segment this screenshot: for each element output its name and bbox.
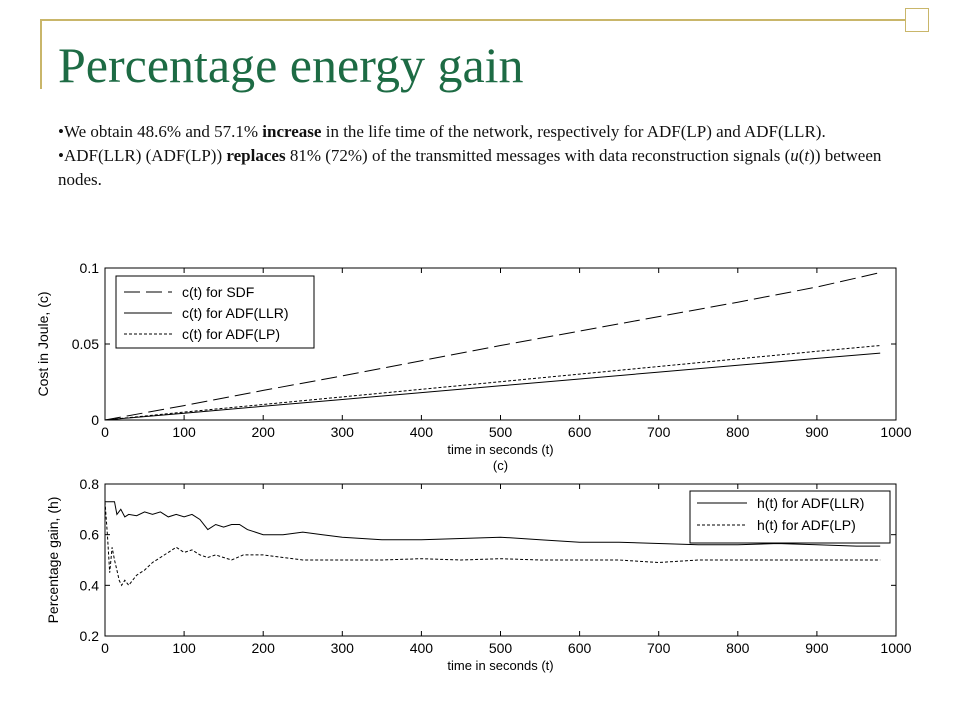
x-tick-label: 600 (568, 424, 592, 440)
legend-box (115, 275, 315, 349)
x-tick-label: 300 (331, 424, 355, 440)
legend-label-1: c(t) for SDF (182, 284, 254, 300)
x-tick-label: 800 (726, 424, 750, 440)
bullet-2-strong: replaces (226, 146, 286, 165)
bullet-2-tail: )) between nodes. (58, 146, 882, 189)
decor-corner-square (905, 8, 929, 32)
x-tick-label: 700 (647, 640, 671, 656)
x-tick-label: 200 (252, 640, 276, 656)
y-tick-label: 0.2 (80, 628, 100, 644)
series-line-1 (104, 272, 881, 421)
x-tick-label: 600 (568, 640, 592, 656)
bullet-list: •We obtain 48.6% and 57.1% increase in t… (58, 120, 903, 192)
x-tick-label: 400 (410, 640, 434, 656)
bullet-1-pre: We obtain 48.6% and 57.1% (63, 122, 263, 141)
series-line-2 (104, 501, 881, 587)
chart-title: (c) (493, 458, 508, 473)
bullet-1-marker: • (58, 122, 64, 141)
bullet-2-var-t: t (804, 146, 810, 165)
x-axis-label: time in seconds (t) (447, 658, 553, 673)
bullet-2-post: 81% (72%) of the transmitted messages wi… (285, 146, 791, 165)
x-tick-label: 0 (101, 640, 109, 656)
legend-box (689, 490, 891, 544)
y-tick-label: 0.8 (80, 476, 100, 492)
legend-label-2: c(t) for ADF(LLR) (182, 305, 289, 321)
y-axis-label: Percentage gain, (h) (45, 497, 61, 624)
y-tick-label: 0.05 (72, 336, 99, 352)
series-line-2 (104, 352, 881, 421)
series-line-1 (105, 501, 881, 547)
x-tick-label: 200 (252, 424, 276, 440)
x-tick-label: 800 (726, 640, 750, 656)
decor-left-line (40, 19, 42, 89)
bullet-1: •We obtain 48.6% and 57.1% increase in t… (58, 120, 903, 144)
x-axis-label: time in seconds (t) (447, 442, 553, 457)
x-tick-label: 1000 (880, 640, 911, 656)
bullet-1-strong: increase (262, 122, 322, 141)
decor-top-line (40, 19, 920, 21)
bullet-2-var-u: u (790, 146, 799, 165)
x-tick-label: 700 (647, 424, 671, 440)
y-tick-label: 0 (91, 412, 99, 428)
bullet-2-marker: • (58, 146, 64, 165)
legend-label-1: h(t) for ADF(LLR) (757, 495, 864, 511)
bullet-2-pre: ADF(LLR) (ADF(LP)) (63, 146, 227, 165)
bullet-2: •ADF(LLR) (ADF(LP)) replaces 81% (72%) o… (58, 144, 903, 192)
legend-label-2: h(t) for ADF(LP) (757, 517, 856, 533)
y-tick-label: 0.6 (80, 527, 100, 543)
x-tick-label: 100 (172, 424, 196, 440)
bullet-1-post: in the life time of the network, respect… (321, 122, 826, 141)
y-tick-label: 0.1 (80, 260, 100, 276)
x-tick-label: 100 (172, 640, 196, 656)
x-tick-label: 500 (489, 424, 513, 440)
y-axis-label: Cost in Joule, (c) (35, 291, 51, 396)
legend-label-3: c(t) for ADF(LP) (182, 326, 280, 342)
x-tick-label: 400 (410, 424, 434, 440)
x-tick-label: 300 (331, 640, 355, 656)
x-tick-label: 900 (805, 424, 829, 440)
chart-2: 0 100 200 300 400 500 600 700 800 900 1000 0.2 0.4 0.… (45, 458, 912, 673)
x-tick-label: 500 (489, 640, 513, 656)
x-tick-label: 900 (805, 640, 829, 656)
series-line-3 (104, 345, 881, 421)
slide-title: Percentage energy gain (58, 37, 524, 93)
x-tick-label: 0 (101, 424, 109, 440)
x-tick-label: 1000 (880, 424, 911, 440)
y-tick-label: 0.4 (80, 577, 100, 593)
bullet-2-paren: ( (798, 146, 805, 165)
chart-1: 0 100 200 300 400 500 600 700 800 900 1000 0 0.05 0.1… (35, 260, 912, 457)
